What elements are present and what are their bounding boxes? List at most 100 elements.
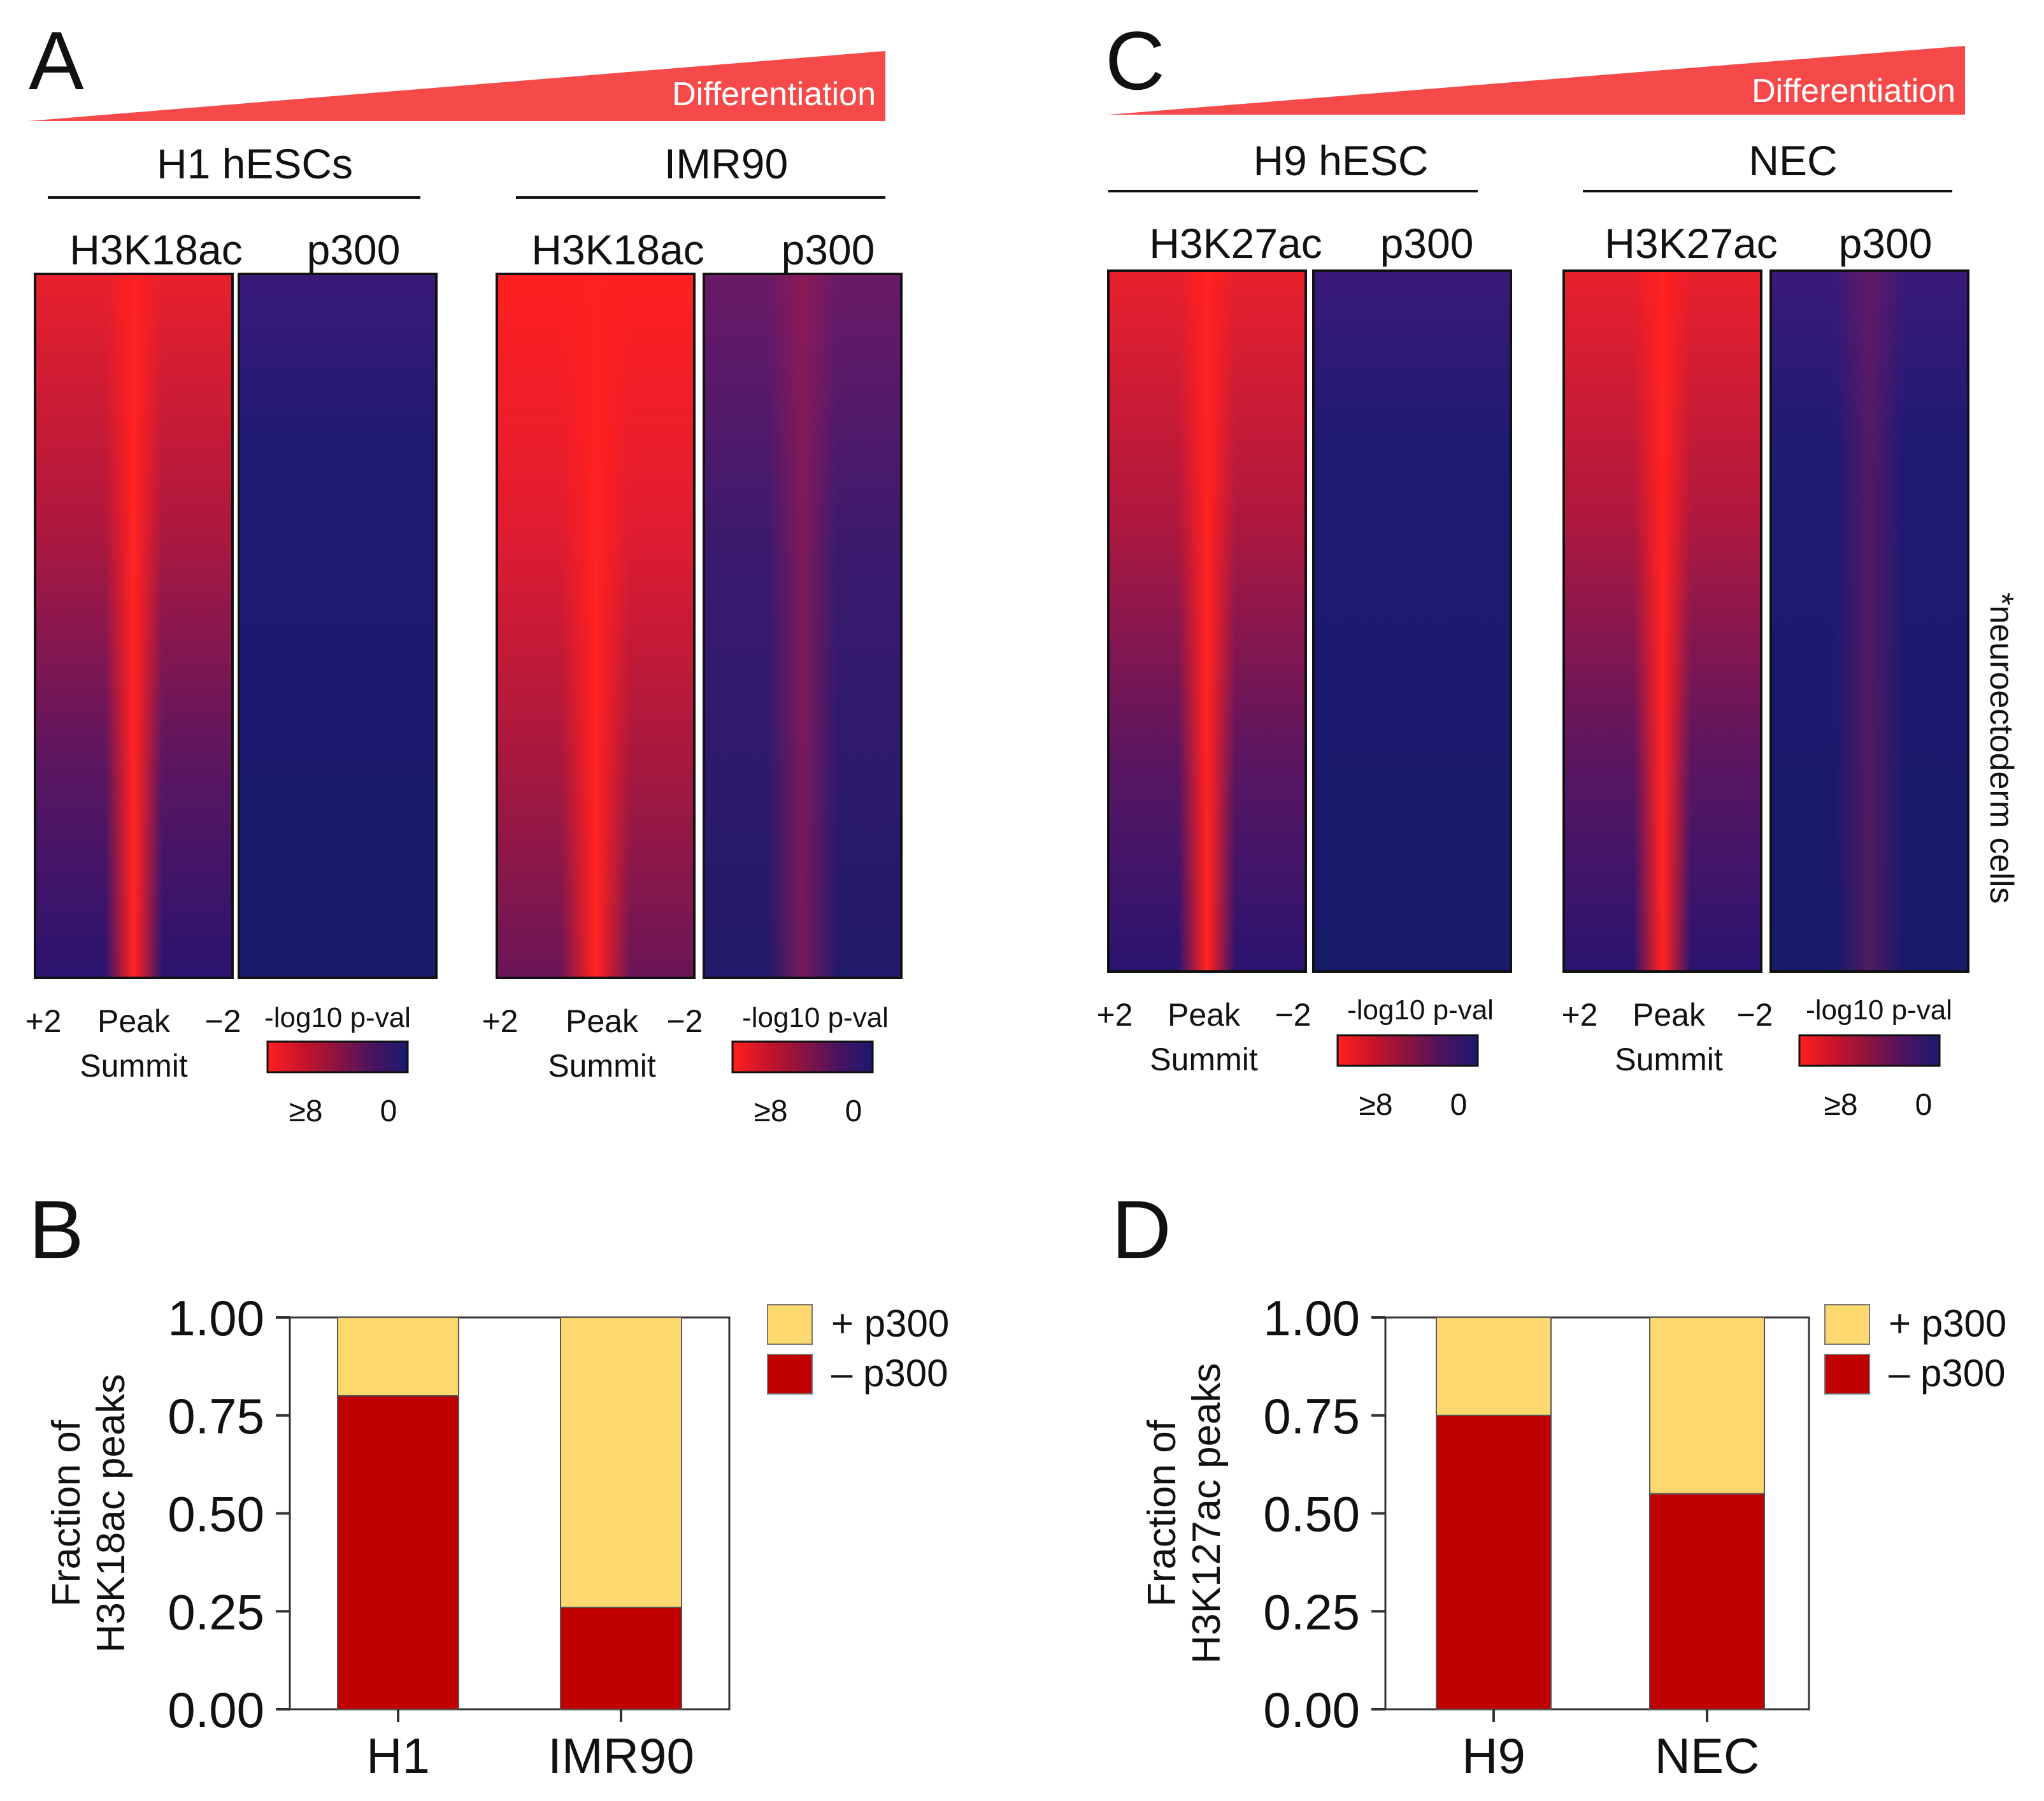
y-tick-label: 0.00 bbox=[168, 1682, 264, 1738]
panel-letter-c: C bbox=[1105, 14, 1165, 107]
svg-text:0: 0 bbox=[380, 1094, 397, 1128]
mark-label: p300 bbox=[782, 226, 875, 273]
heatmap-h9-p300 bbox=[1312, 269, 1512, 973]
y-tick-label: 0.00 bbox=[1263, 1682, 1360, 1738]
differentiation-label-a: Differentiation bbox=[672, 76, 876, 113]
svg-text:Summit: Summit bbox=[1150, 1042, 1258, 1077]
cell-label-imr90: IMR90 bbox=[664, 140, 788, 187]
svg-text:Peak: Peak bbox=[566, 1003, 639, 1039]
differentiation-triangle-a bbox=[29, 51, 885, 121]
differentiation-label-c: Differentiation bbox=[1752, 73, 1955, 110]
mark-label: H3K27ac bbox=[1604, 220, 1778, 267]
side-note-neuroectoderm: *neuroectoderm cells bbox=[1983, 592, 2020, 903]
svg-text:0: 0 bbox=[1450, 1088, 1468, 1122]
heatmap-axis-a2: +2 Peak −2 Summit bbox=[482, 1003, 703, 1084]
x-tick-label: IMR90 bbox=[548, 1728, 694, 1784]
svg-text:+2: +2 bbox=[25, 1003, 61, 1039]
y-tick-label: 0.50 bbox=[1263, 1486, 1360, 1542]
panel-letter-a: A bbox=[29, 14, 84, 107]
y-tick-label: 0.50 bbox=[168, 1486, 264, 1542]
svg-text:Summit: Summit bbox=[1615, 1042, 1723, 1077]
heatmap-imr90-p300 bbox=[703, 273, 903, 979]
svg-text:Summit: Summit bbox=[80, 1048, 188, 1084]
mark-label: p300 bbox=[307, 226, 401, 273]
cell-label-nec: NEC bbox=[1748, 137, 1837, 184]
mark-label: H3K27ac bbox=[1149, 220, 1322, 267]
stacked-bar-chart-d: 0.00 0.25 0.50 0.75 1.00 H9 NEC Fraction of H3K1… bbox=[1140, 1290, 2006, 1784]
panel-letter-b: B bbox=[29, 1183, 84, 1276]
cell-label-h1: H1 hESCs bbox=[157, 140, 353, 187]
bar-plus-p300 bbox=[1436, 1317, 1552, 1416]
heatmap-nec-h3k27ac bbox=[1562, 269, 1762, 973]
legend-label: + p300 bbox=[831, 1302, 949, 1345]
bar-minus-p300 bbox=[560, 1607, 682, 1711]
y-tick-label: 1.00 bbox=[168, 1290, 264, 1346]
svg-text:-log10 p-val: -log10 p-val bbox=[264, 1002, 411, 1033]
bar-minus-p300 bbox=[337, 1395, 459, 1710]
svg-text:-log10 p-val: -log10 p-val bbox=[1806, 994, 1952, 1026]
svg-text:-log10 p-val: -log10 p-val bbox=[742, 1002, 889, 1033]
mark-label: H3K18ac bbox=[69, 226, 243, 273]
legend-label: – p300 bbox=[1889, 1352, 2006, 1395]
mark-label: p300 bbox=[1380, 220, 1474, 267]
svg-text:Peak: Peak bbox=[97, 1003, 171, 1039]
svg-text:-log10 p-val: -log10 p-val bbox=[1347, 994, 1494, 1026]
svg-text:Peak: Peak bbox=[1633, 997, 1706, 1033]
differentiation-triangle-c bbox=[1108, 46, 1965, 115]
color-scale-c1: -log10 p-val ≥8 0 bbox=[1336, 994, 1494, 1122]
heatmap-imr90-h3k18ac bbox=[496, 273, 696, 979]
y-tick-label: 0.75 bbox=[1263, 1388, 1360, 1444]
y-tick-label: 0.75 bbox=[168, 1388, 264, 1444]
svg-text:−2: −2 bbox=[1275, 997, 1311, 1033]
svg-text:+2: +2 bbox=[1096, 997, 1133, 1033]
y-tick-label: 0.25 bbox=[168, 1584, 264, 1640]
svg-text:−2: −2 bbox=[666, 1003, 703, 1039]
heatmap-axis-c1: +2 Peak −2 Summit bbox=[1096, 997, 1311, 1077]
color-scale-a1: -log10 p-val ≥8 0 bbox=[264, 1002, 411, 1128]
svg-text:≥8: ≥8 bbox=[1359, 1088, 1392, 1122]
mark-label: p300 bbox=[1839, 220, 1933, 267]
legend-swatch bbox=[1824, 1304, 1870, 1345]
heatmap-h1-p300 bbox=[238, 273, 438, 979]
y-tick-label: 1.00 bbox=[1263, 1290, 1360, 1346]
svg-text:≥8: ≥8 bbox=[1824, 1088, 1857, 1122]
x-tick-label: H9 bbox=[1462, 1728, 1526, 1784]
heatmap-h9-h3k27ac bbox=[1107, 269, 1307, 973]
legend-swatch bbox=[1824, 1354, 1870, 1395]
bar-plus-p300 bbox=[560, 1317, 682, 1609]
y-tick-label: 0.25 bbox=[1263, 1584, 1360, 1640]
y-axis-label: Fraction of bbox=[45, 1419, 89, 1607]
legend-label: – p300 bbox=[831, 1352, 948, 1395]
bar-plus-p300 bbox=[337, 1317, 459, 1396]
svg-text:0: 0 bbox=[1915, 1088, 1933, 1122]
heatmap-axis-a1: +2 Peak −2 Summit bbox=[25, 1003, 241, 1084]
stacked-bar-chart-b: 0.00 0.25 0.50 0.75 1.00 H1 IMR90 Fraction of H3… bbox=[45, 1290, 949, 1784]
legend-swatch bbox=[767, 1304, 813, 1345]
legend-swatch bbox=[767, 1354, 813, 1395]
x-tick-label: NEC bbox=[1655, 1728, 1760, 1784]
panel-letter-d: D bbox=[1111, 1183, 1171, 1276]
svg-text:≥8: ≥8 bbox=[754, 1094, 787, 1128]
color-scale-a2: -log10 p-val ≥8 0 bbox=[731, 1002, 889, 1128]
color-scale-c2: -log10 p-val ≥8 0 bbox=[1798, 994, 1952, 1122]
svg-text:+2: +2 bbox=[482, 1003, 518, 1039]
heatmap-nec-p300 bbox=[1769, 269, 1969, 973]
svg-text:−2: −2 bbox=[1736, 997, 1773, 1033]
bar-minus-p300 bbox=[1649, 1493, 1765, 1710]
y-axis-label: H3K127ac peaks bbox=[1185, 1363, 1229, 1663]
y-axis-label: Fraction of bbox=[1140, 1419, 1184, 1607]
y-axis-label: H3K18ac peaks bbox=[89, 1374, 133, 1653]
svg-text:Peak: Peak bbox=[1168, 997, 1241, 1033]
svg-text:+2: +2 bbox=[1561, 997, 1597, 1033]
svg-text:Summit: Summit bbox=[548, 1048, 656, 1084]
cell-label-h9: H9 hESC bbox=[1253, 137, 1428, 184]
mark-label: H3K18ac bbox=[531, 226, 704, 273]
bar-minus-p300 bbox=[1436, 1414, 1552, 1710]
bar-plus-p300 bbox=[1649, 1317, 1765, 1495]
svg-text:≥8: ≥8 bbox=[289, 1094, 322, 1128]
heatmap-axis-c2: +2 Peak −2 Summit bbox=[1561, 997, 1773, 1077]
svg-text:−2: −2 bbox=[204, 1003, 241, 1039]
legend-label: + p300 bbox=[1889, 1302, 2006, 1345]
heatmap-h1-h3k18ac bbox=[34, 273, 234, 979]
